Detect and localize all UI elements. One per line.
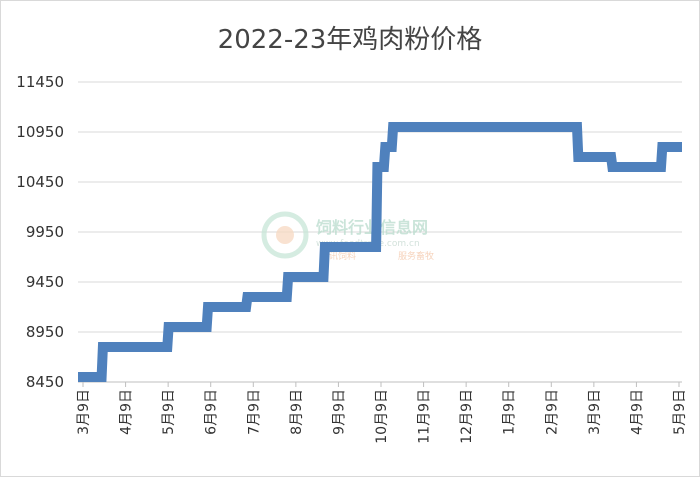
x-tick-label: 1月9日 — [502, 389, 518, 435]
y-tick-label: 9950 — [26, 223, 64, 241]
watermark-logo-center-icon — [276, 226, 294, 244]
x-tick-label: 11月9日 — [417, 389, 433, 444]
y-axis: 8450 8950 9450 9950 10450 10950 11450 — [16, 73, 64, 391]
x-tick-label: 4月9日 — [119, 389, 135, 435]
series-line-0 — [78, 122, 682, 382]
x-tick-label: 2月9日 — [544, 389, 560, 435]
chart-title: 2022-23年鸡肉粉价格 — [218, 25, 483, 55]
y-tick-label: 10950 — [16, 123, 64, 141]
y-tick-label: 10450 — [16, 173, 64, 191]
y-tick-label: 8450 — [26, 373, 64, 391]
x-tick-label: 5月9日 — [672, 389, 688, 435]
x-tick-label: 12月9日 — [459, 389, 475, 444]
y-tick-label: 11450 — [16, 73, 64, 91]
x-tick-label: 3月9日 — [587, 389, 603, 435]
x-tick-label: 3月9日 — [76, 389, 92, 435]
x-tick-label: 6月9日 — [204, 389, 220, 435]
x-tick-label: 5月9日 — [161, 389, 177, 435]
series — [78, 122, 682, 382]
x-tick-label: 10月9日 — [374, 389, 390, 444]
watermark-slogan-2: 服务畜牧 — [398, 250, 434, 262]
x-axis: 3月9日 4月9日 5月9日 6月9日 7月9日 8月9日 9月9日 10月9日 11月9日 12… — [76, 382, 688, 444]
y-tick-label: 9450 — [26, 273, 64, 291]
x-tick-label: 8月9日 — [289, 389, 305, 435]
x-tick-label: 4月9日 — [629, 389, 645, 435]
x-tick-label: 7月9日 — [246, 389, 262, 435]
y-tick-label: 8950 — [26, 323, 64, 341]
x-tick-label: 9月9日 — [331, 389, 347, 435]
watermark-logo-icon — [261, 211, 309, 259]
